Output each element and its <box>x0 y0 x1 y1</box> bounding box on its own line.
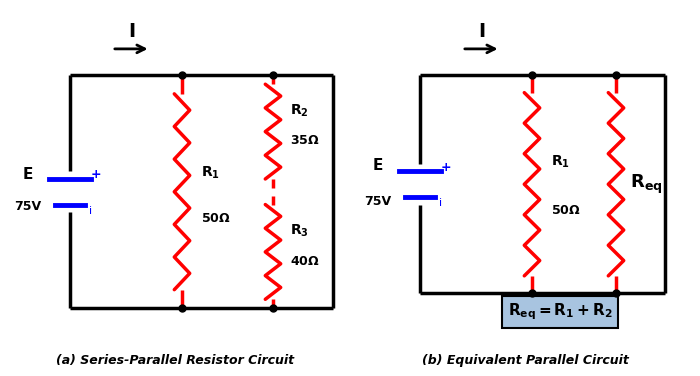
Text: +: + <box>441 161 452 174</box>
Text: $\mathbf{I}$: $\mathbf{I}$ <box>127 23 135 41</box>
Text: $\mathbf{R_{eq}}$: $\mathbf{R_{eq}}$ <box>630 173 663 196</box>
Text: $\mathbf{35\Omega}$: $\mathbf{35\Omega}$ <box>290 135 320 147</box>
Text: $\mathbf{R_1}$: $\mathbf{R_1}$ <box>202 165 220 181</box>
Text: $\mathbf{R_{eq}=R_1+R_2}$: $\mathbf{R_{eq}=R_1+R_2}$ <box>508 302 612 322</box>
Text: $\mathbf{50\Omega}$: $\mathbf{50\Omega}$ <box>552 204 581 217</box>
Text: E: E <box>23 167 33 182</box>
Text: (a) Series-Parallel Resistor Circuit: (a) Series-Parallel Resistor Circuit <box>56 355 294 367</box>
Text: i: i <box>440 198 442 208</box>
Text: 75V: 75V <box>365 195 391 208</box>
Text: 75V: 75V <box>15 200 41 213</box>
Text: $\mathbf{R_3}$: $\mathbf{R_3}$ <box>290 223 309 240</box>
Text: i: i <box>90 206 92 215</box>
Text: $\mathbf{I}$: $\mathbf{I}$ <box>477 23 485 41</box>
Text: +: + <box>91 168 101 181</box>
Text: $\mathbf{50\Omega}$: $\mathbf{50\Omega}$ <box>202 212 231 224</box>
Text: $\mathbf{R_1}$: $\mathbf{R_1}$ <box>552 153 570 170</box>
Text: $\mathbf{40\Omega}$: $\mathbf{40\Omega}$ <box>290 255 320 268</box>
Text: (b) Equivalent Parallel Circuit: (b) Equivalent Parallel Circuit <box>421 355 629 367</box>
Text: E: E <box>373 158 383 173</box>
Text: $\mathbf{R_2}$: $\mathbf{R_2}$ <box>290 103 309 119</box>
